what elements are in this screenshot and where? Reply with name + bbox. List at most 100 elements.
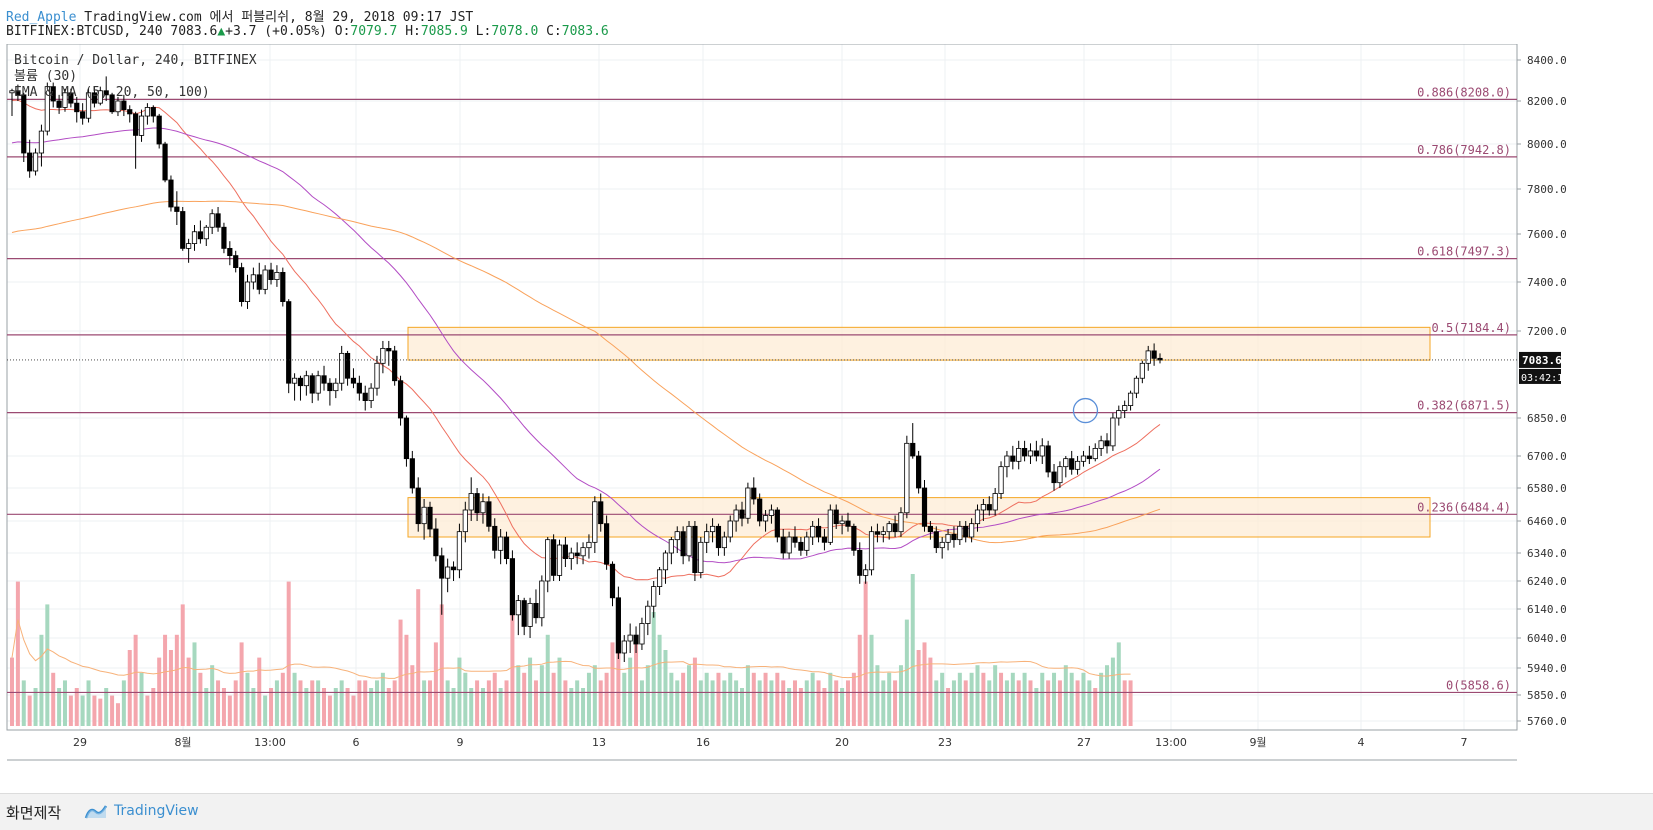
fib-label: 0.382(6871.5) — [1417, 399, 1511, 413]
candle-body — [421, 506, 427, 525]
candle-body — [780, 536, 786, 554]
volume-bar — [645, 665, 650, 726]
price-tick-label: 7600.0 — [1527, 228, 1567, 241]
volume-bar — [1087, 680, 1092, 726]
candle-body — [692, 525, 698, 573]
candle-body — [462, 509, 468, 533]
candle-body — [656, 569, 663, 587]
candle — [474, 488, 480, 521]
volume-bar — [798, 688, 803, 726]
volume-bar — [451, 688, 456, 726]
volume-bar — [298, 680, 303, 726]
candle-body — [456, 531, 463, 571]
volume-bar — [433, 642, 438, 726]
candle — [91, 86, 98, 108]
volume-bar — [345, 688, 350, 726]
price-chart[interactable]: 0.886(8208.0) 0.786(7942.8) 0.618(7497.3) 0… — [0, 0, 1653, 793]
volume-bar — [581, 688, 586, 726]
volume-bar — [404, 634, 409, 726]
candle — [333, 378, 339, 399]
open-label: O: — [334, 24, 351, 39]
candle-body — [368, 387, 374, 401]
candle-body — [916, 455, 922, 489]
plot-frame — [6, 43, 1518, 731]
candle — [445, 558, 451, 593]
price-tick-label: 5850.0 — [1527, 689, 1567, 702]
volume-bar — [386, 688, 391, 726]
volume-bar — [1010, 672, 1015, 726]
volume-bar — [204, 688, 209, 726]
volume-bar — [480, 688, 485, 726]
candle-body — [898, 512, 904, 533]
candle — [1004, 450, 1010, 478]
volume-bar — [857, 634, 862, 726]
candle-body — [439, 555, 445, 579]
candle — [1016, 440, 1022, 470]
close-label: C: — [546, 24, 562, 39]
candle — [868, 526, 875, 576]
volume-bar — [934, 680, 939, 726]
candle-body — [1063, 458, 1069, 468]
candle-body — [709, 525, 716, 533]
candle — [127, 105, 133, 123]
candle — [874, 523, 881, 543]
candle — [486, 496, 492, 532]
up-arrow-icon: ▲ — [217, 24, 226, 39]
candle — [604, 515, 610, 570]
candle-body — [674, 531, 680, 541]
volume-bar — [322, 688, 327, 726]
candle-body — [1016, 447, 1022, 462]
candle — [197, 220, 203, 244]
price-axis: 8400.0 8200.0 8000.0 7800.0 7600.0 7400.0 7200… — [1517, 54, 1567, 728]
candle-body — [527, 603, 533, 627]
candle-body — [362, 392, 368, 401]
candle-body — [244, 281, 251, 303]
candle — [180, 207, 186, 251]
candle — [1092, 443, 1098, 462]
price-tick-label: 6040.0 — [1527, 632, 1567, 645]
candle — [621, 635, 627, 662]
volume-bar — [186, 657, 191, 726]
tradingview-brand[interactable]: TradingView — [114, 803, 199, 819]
volume-bar — [27, 695, 32, 726]
volume-bar — [310, 680, 315, 726]
volume-bar — [610, 642, 615, 726]
candle — [386, 340, 392, 366]
volume-bar — [210, 665, 215, 726]
candle — [498, 529, 504, 565]
volume-bar — [763, 672, 768, 726]
sr-zone-0 — [407, 326, 1431, 361]
candle-body — [880, 531, 886, 535]
volume-bar — [304, 688, 309, 726]
volume-bar — [898, 665, 903, 726]
candle-body — [374, 362, 380, 389]
volume-bar — [151, 688, 156, 726]
volume-bar — [327, 695, 332, 726]
candle — [1086, 445, 1092, 464]
candle-body — [15, 90, 21, 96]
tradingview-logo-icon[interactable] — [84, 804, 108, 820]
time-tick-label: 20 — [835, 736, 849, 749]
volume-bar — [168, 650, 173, 726]
author-link[interactable]: Red_Apple — [6, 10, 77, 25]
candle-body — [851, 525, 857, 551]
candle — [80, 103, 86, 125]
candle — [851, 523, 857, 556]
candle-body — [103, 90, 109, 96]
candle — [450, 561, 457, 581]
volume-bar — [410, 665, 415, 726]
volume-bar — [834, 680, 839, 726]
candle — [344, 350, 351, 386]
fib-label: 0.786(7942.8) — [1417, 143, 1511, 157]
candle-body — [727, 520, 733, 538]
volume-bar — [851, 672, 856, 726]
countdown-badge — [1519, 368, 1561, 384]
candle — [810, 521, 816, 545]
candle — [839, 515, 845, 535]
candle-body — [586, 541, 592, 549]
candle-body — [503, 536, 510, 560]
candle-body — [121, 100, 127, 110]
volume-bar — [751, 672, 756, 726]
candle — [727, 515, 733, 543]
candle-body — [786, 536, 792, 554]
